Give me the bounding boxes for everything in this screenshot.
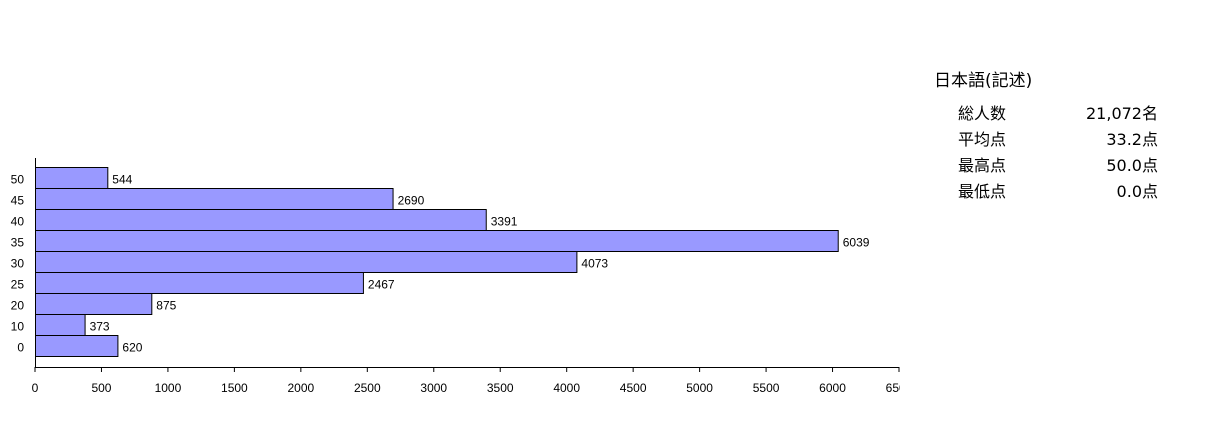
stats-row-total: 総人数 21,072名	[958, 101, 1158, 127]
score-distribution-chart: 544 2690 3391 6039 4073 2467 875 373 620 50 45 40 3…	[11, 158, 900, 395]
stats-row-min: 最低点 0.0点	[958, 179, 1158, 205]
x-tick-label: 1000	[155, 381, 182, 395]
stats-table: 総人数 21,072名 平均点 33.2点 最高点 50.0点 最低点 0.0点	[958, 101, 1158, 205]
y-tick-label: 10	[11, 320, 25, 334]
bar-value-label: 2467	[368, 278, 395, 292]
x-tick-labels: 0 500 1000 1500 2000 2500 3000 3500 4000 4500 5000…	[32, 367, 900, 395]
x-tick-label: 4000	[553, 381, 580, 395]
x-tick-label: 3000	[420, 381, 447, 395]
bar	[35, 188, 394, 210]
x-tick-label: 5500	[753, 381, 780, 395]
x-tick-label: 2500	[354, 381, 381, 395]
y-tick-label: 25	[11, 278, 25, 292]
y-tick-label: 50	[11, 173, 25, 187]
stats-title: 日本語(記述)	[934, 71, 1033, 91]
bar-value-label: 3391	[491, 215, 518, 229]
bar-value-label: 2690	[398, 194, 425, 208]
bar-value-label: 544	[112, 173, 132, 187]
stats-label: 総人数	[958, 104, 1007, 123]
stats-panel: 日本語(記述) 総人数 21,072名 平均点 33.2点 最高点 50.0点 …	[934, 66, 1158, 205]
stats-row-average: 平均点 33.2点	[958, 127, 1158, 153]
y-tick-labels: 50 45 40 35 30 25 20 10 0	[11, 173, 25, 355]
bar	[35, 209, 487, 231]
stats-value: 0.0点	[1116, 182, 1158, 201]
bar	[35, 167, 109, 189]
stats-value: 21,072名	[1086, 104, 1158, 123]
stats-label: 平均点	[958, 130, 1007, 149]
bars	[35, 167, 839, 357]
stats-row-max: 最高点 50.0点	[958, 153, 1158, 179]
bar	[35, 230, 839, 252]
stats-label: 最高点	[958, 156, 1007, 175]
x-tick-label: 5000	[686, 381, 713, 395]
x-tick-label: 6000	[819, 381, 846, 395]
y-tick-label: 45	[11, 194, 25, 208]
bar-value-label: 4073	[581, 257, 608, 271]
stats-value: 50.0点	[1106, 156, 1158, 175]
bar	[35, 314, 86, 336]
y-tick-label: 30	[11, 257, 25, 271]
y-tick-label: 40	[11, 215, 25, 229]
x-tick-label: 3500	[487, 381, 514, 395]
bar	[35, 293, 153, 315]
y-tick-label: 20	[11, 299, 25, 313]
bar-value-label: 373	[90, 320, 110, 334]
x-tick-label: 500	[91, 381, 111, 395]
bar-value-label: 620	[122, 341, 142, 355]
x-tick-label: 6500	[886, 381, 900, 395]
bar	[35, 272, 364, 294]
bar-value-label: 875	[156, 299, 176, 313]
bar-labels: 544 2690 3391 6039 4073 2467 875 373 620	[90, 173, 870, 355]
stats-label: 最低点	[958, 182, 1007, 201]
bar	[35, 335, 119, 357]
x-tick-label: 1500	[221, 381, 248, 395]
y-tick-label: 35	[11, 236, 25, 250]
x-tick-label: 4500	[620, 381, 647, 395]
bar-value-label: 6039	[843, 236, 870, 250]
x-tick-label: 2000	[287, 381, 314, 395]
y-tick-label: 0	[17, 341, 24, 355]
stats-value: 33.2点	[1106, 130, 1158, 149]
x-tick-label: 0	[32, 381, 39, 395]
bar	[35, 251, 578, 273]
